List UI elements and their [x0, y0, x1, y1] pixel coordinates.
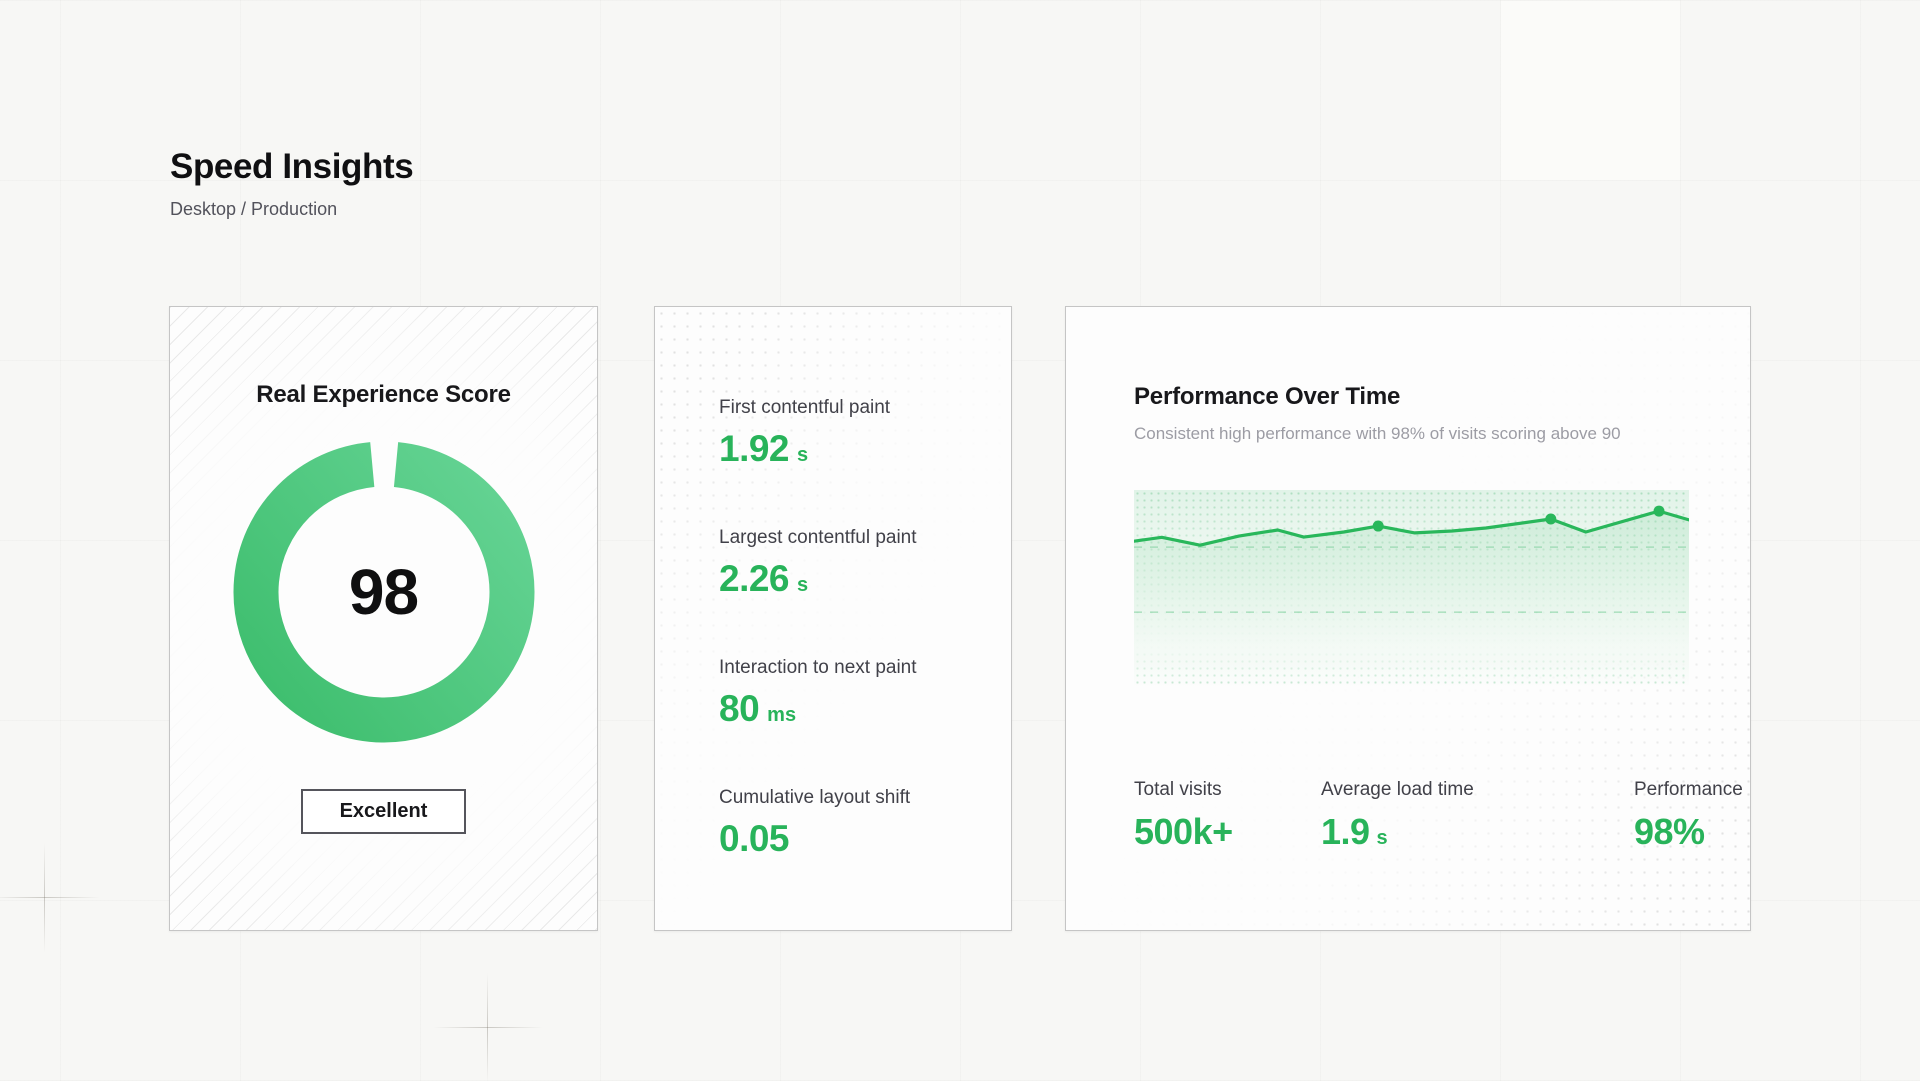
metric-label: Largest contentful paint	[719, 527, 917, 548]
core-metrics-card: First contentful paint 1.92 s Largest co…	[654, 306, 1012, 931]
stat-performance: Performance 98%	[1634, 779, 1743, 853]
stat-value: 98%	[1634, 811, 1705, 852]
performance-chart-svg	[1134, 505, 1689, 687]
background-grid-cell	[1501, 1, 1680, 180]
stat-value: 500k+	[1134, 811, 1233, 852]
real-experience-score-card: Real Experience Score 98 Excellent	[169, 306, 598, 931]
metric-value: 2.26	[719, 558, 790, 599]
page-header: Speed Insights Desktop / Production	[170, 147, 414, 220]
stat-label: Performance	[1634, 779, 1743, 800]
metric-unit: ms	[767, 704, 797, 726]
metric-value: 80	[719, 688, 760, 729]
score-ring-arc	[233, 441, 534, 743]
metric-largest-contentful-paint: Largest contentful paint 2.26 s	[719, 527, 1011, 600]
score-ring-chart	[233, 441, 534, 743]
metric-value: 0.05	[719, 818, 790, 859]
stat-unit: s	[1376, 827, 1388, 849]
dot-grid-fade-overlay	[655, 307, 1011, 930]
metric-unit: s	[797, 574, 809, 596]
metric-unit: s	[797, 444, 809, 466]
background-cross-icon	[433, 973, 543, 1081]
metrics-list: First contentful paint 1.92 s Largest co…	[655, 307, 1011, 930]
metric-cumulative-layout-shift: Cumulative layout shift 0.05	[719, 787, 1011, 860]
page-subtitle: Desktop / Production	[170, 199, 338, 219]
score-value: 98	[348, 556, 419, 628]
background-cross-icon	[0, 843, 100, 953]
performance-card-subtitle: Consistent high performance with 98% of …	[1134, 424, 1621, 443]
metric-interaction-to-next-paint: Interaction to next paint 80 ms	[719, 657, 1011, 730]
score-card-title: Real Experience Score	[256, 381, 511, 408]
performance-card-title: Performance Over Time	[1134, 383, 1401, 410]
rating-badge[interactable]: Excellent	[300, 789, 467, 834]
performance-stats-row: Total visits 500k+ Average load time 1.9…	[1134, 779, 1743, 853]
metric-label: Interaction to next paint	[719, 657, 917, 678]
metric-label: First contentful paint	[719, 397, 891, 418]
stat-label: Average load time	[1321, 779, 1474, 800]
stat-value: 1.9	[1321, 811, 1370, 852]
metric-label: Cumulative layout shift	[719, 787, 911, 808]
metric-value: 1.92	[719, 428, 790, 469]
stat-label: Total visits	[1134, 779, 1222, 800]
score-gauge: 98	[233, 441, 535, 743]
performance-over-time-card: Performance Over Time Consistent high pe…	[1065, 306, 1751, 931]
performance-chart	[1134, 490, 1689, 687]
page-title: Speed Insights	[170, 147, 414, 186]
metric-first-contentful-paint: First contentful paint 1.92 s	[719, 397, 1011, 470]
stat-total-visits: Total visits 500k+	[1134, 779, 1321, 853]
stat-average-load-time: Average load time 1.9 s	[1321, 779, 1634, 853]
